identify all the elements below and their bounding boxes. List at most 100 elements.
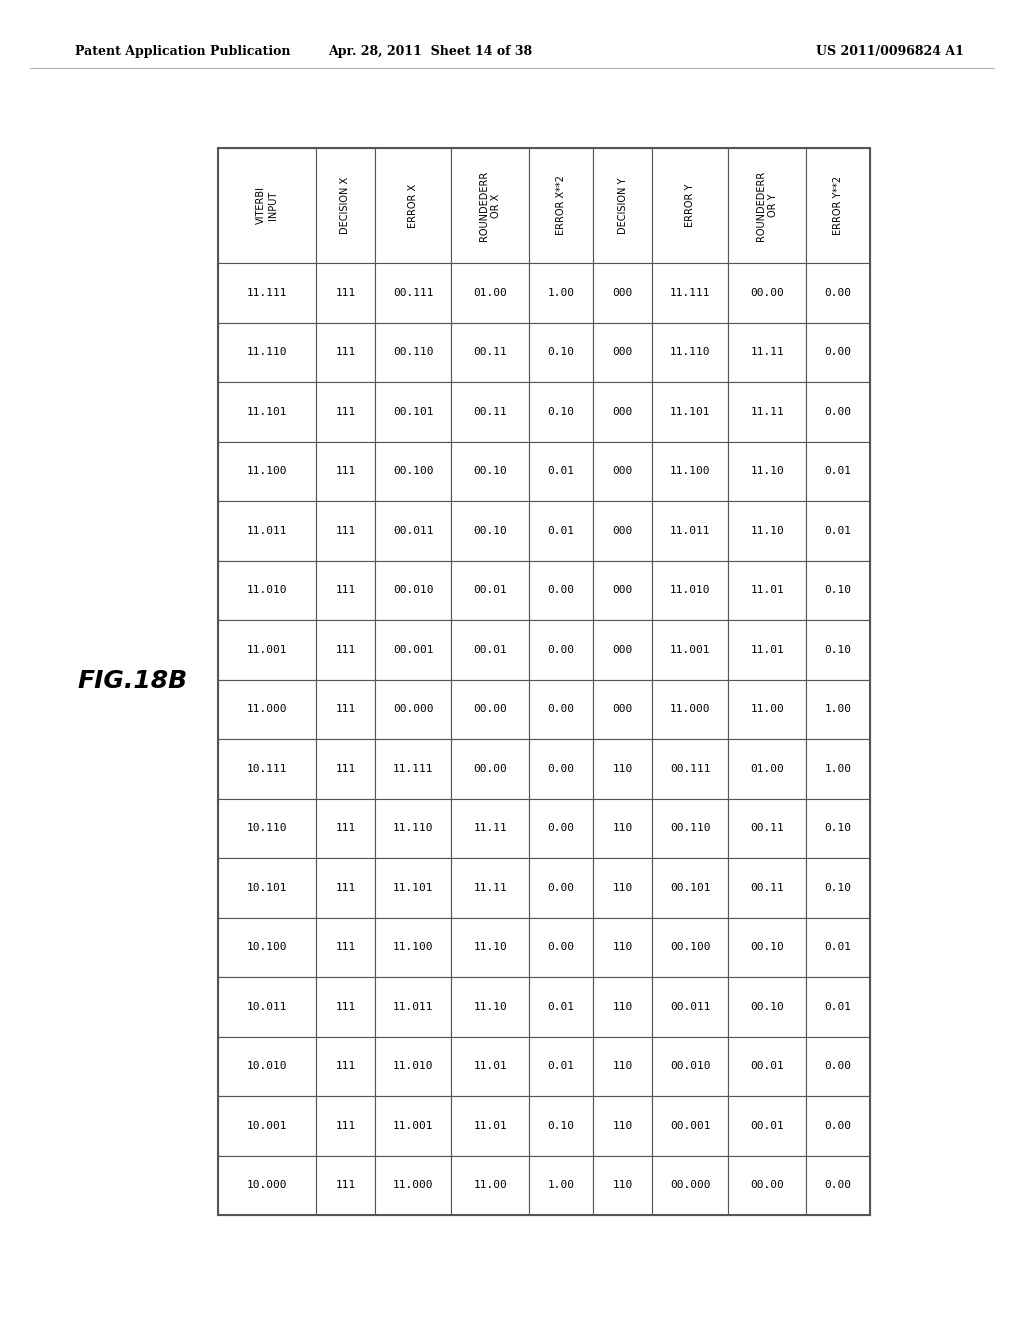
Text: 0.10: 0.10	[824, 585, 852, 595]
Text: 1.00: 1.00	[548, 1180, 574, 1191]
Bar	[451, 680, 529, 739]
Bar	[529, 1096, 593, 1155]
Text: 11.100: 11.100	[393, 942, 433, 952]
Text: 111: 111	[335, 824, 355, 833]
Bar	[529, 263, 593, 322]
Text: 01.00: 01.00	[473, 288, 507, 298]
Bar	[806, 977, 870, 1036]
Text: 00.01: 00.01	[473, 585, 507, 595]
Text: 00.111: 00.111	[393, 288, 433, 298]
Text: 0.01: 0.01	[548, 525, 574, 536]
Text: 0.00: 0.00	[548, 824, 574, 833]
Text: 0.00: 0.00	[824, 347, 852, 358]
Bar	[806, 1096, 870, 1155]
Bar	[451, 322, 529, 381]
Text: 00.01: 00.01	[751, 1061, 784, 1072]
Text: 111: 111	[335, 288, 355, 298]
Text: 11.10: 11.10	[751, 525, 784, 536]
Text: 11.10: 11.10	[473, 942, 507, 952]
Text: 00.01: 00.01	[751, 1121, 784, 1131]
Bar	[652, 441, 728, 502]
Text: 111: 111	[335, 407, 355, 417]
Text: 00.10: 00.10	[751, 942, 784, 952]
Text: 111: 111	[335, 764, 355, 774]
Bar	[593, 263, 652, 322]
Text: 11.11: 11.11	[751, 407, 784, 417]
Text: 11.010: 11.010	[670, 585, 711, 595]
Text: 111: 111	[335, 466, 355, 477]
Text: 00.10: 00.10	[473, 525, 507, 536]
Bar	[728, 917, 806, 977]
Text: 11.10: 11.10	[751, 466, 784, 477]
Text: 11.101: 11.101	[670, 407, 711, 417]
Bar	[375, 977, 451, 1036]
Bar	[728, 1155, 806, 1214]
Bar	[315, 977, 375, 1036]
Text: 11.01: 11.01	[473, 1061, 507, 1072]
Text: 000: 000	[612, 407, 633, 417]
Text: 111: 111	[335, 347, 355, 358]
Text: 10.011: 10.011	[247, 1002, 287, 1011]
Bar	[529, 917, 593, 977]
Text: 11.011: 11.011	[670, 525, 711, 536]
Bar	[652, 148, 728, 263]
Bar	[728, 263, 806, 322]
Text: ERROR Y**2: ERROR Y**2	[834, 176, 843, 235]
Text: 00.01: 00.01	[473, 644, 507, 655]
Bar	[451, 381, 529, 441]
Bar	[218, 1155, 315, 1214]
Text: US 2011/0096824 A1: US 2011/0096824 A1	[816, 45, 964, 58]
Bar	[652, 1155, 728, 1214]
Bar	[451, 441, 529, 502]
Bar	[451, 858, 529, 917]
Text: 0.00: 0.00	[824, 407, 852, 417]
Bar	[728, 977, 806, 1036]
Bar	[218, 148, 870, 1214]
Bar	[593, 148, 652, 263]
Bar	[375, 620, 451, 680]
Bar	[375, 1155, 451, 1214]
Text: 0.01: 0.01	[824, 525, 852, 536]
Bar	[315, 561, 375, 620]
Bar	[315, 917, 375, 977]
Text: 000: 000	[612, 347, 633, 358]
Bar	[451, 148, 529, 263]
Text: 1.00: 1.00	[824, 764, 852, 774]
Text: 0.00: 0.00	[548, 705, 574, 714]
Bar	[315, 441, 375, 502]
Bar	[529, 858, 593, 917]
Text: 0.01: 0.01	[548, 1061, 574, 1072]
Text: VITERBI
INPUT: VITERBI INPUT	[256, 186, 278, 224]
Text: 111: 111	[335, 644, 355, 655]
Bar	[728, 441, 806, 502]
Bar	[315, 620, 375, 680]
Bar	[451, 502, 529, 561]
Bar	[652, 680, 728, 739]
Text: 111: 111	[335, 1180, 355, 1191]
Bar	[529, 680, 593, 739]
Bar	[806, 148, 870, 263]
Bar	[375, 1036, 451, 1096]
Bar	[375, 441, 451, 502]
Text: 0.10: 0.10	[824, 644, 852, 655]
Bar	[593, 1096, 652, 1155]
Bar	[451, 561, 529, 620]
Text: ROUNDEDERR
OR X: ROUNDEDERR OR X	[479, 170, 501, 240]
Text: 11.110: 11.110	[670, 347, 711, 358]
Text: 0.10: 0.10	[548, 347, 574, 358]
Text: 0.00: 0.00	[824, 288, 852, 298]
Bar	[375, 1096, 451, 1155]
Text: ERROR X**2: ERROR X**2	[556, 176, 566, 235]
Bar	[806, 799, 870, 858]
Text: 11.00: 11.00	[751, 705, 784, 714]
Text: 110: 110	[612, 942, 633, 952]
Text: 11.100: 11.100	[247, 466, 287, 477]
Text: 0.00: 0.00	[548, 585, 574, 595]
Bar	[593, 858, 652, 917]
Text: 0.01: 0.01	[824, 942, 852, 952]
Text: 110: 110	[612, 1002, 633, 1011]
Bar	[806, 502, 870, 561]
Bar	[652, 322, 728, 381]
Text: 11.001: 11.001	[393, 1121, 433, 1131]
Text: 111: 111	[335, 525, 355, 536]
